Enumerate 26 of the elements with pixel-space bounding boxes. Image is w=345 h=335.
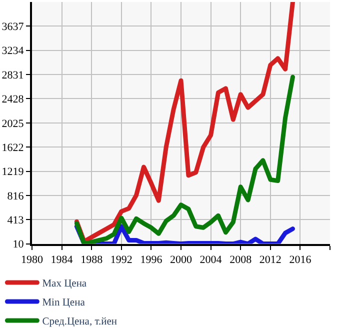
y-tick-label: 1219 — [2, 166, 24, 178]
line-series — [74, 224, 295, 244]
y-tick-label: 1622 — [2, 142, 24, 154]
x-tick-label: 1992 — [110, 254, 132, 266]
legend-label: Max Цена — [42, 278, 87, 290]
x-tick-label: 1984 — [50, 254, 74, 266]
y-tick-label: 2025 — [2, 118, 24, 130]
x-tick-label: 1980 — [21, 254, 44, 266]
x-tick-label: 1988 — [80, 254, 104, 266]
y-tick-label: 413 — [7, 214, 24, 226]
line-series — [74, 74, 295, 244]
line-series — [74, 2, 295, 244]
y-tick-label: 3637 — [2, 21, 24, 34]
x-tick-label: 2008 — [230, 254, 252, 266]
y-tick-label: 3234 — [2, 45, 24, 58]
x-tick-label: 2016 — [289, 254, 312, 266]
x-tick-label: 1996 — [140, 254, 163, 266]
x-tick-label: 2004 — [200, 254, 222, 266]
y-tick-label: 2831 — [2, 69, 24, 82]
x-tick-label: 2012 — [259, 254, 282, 266]
y-tick-label: 816 — [7, 190, 24, 202]
legend-label: Сред.Цена, т.йен — [42, 316, 118, 328]
legend-label: Min Цена — [42, 298, 86, 309]
y-tick-label: 10 — [12, 238, 24, 251]
y-tick-label: 2428 — [2, 94, 24, 106]
x-tick-label: 2000 — [170, 254, 192, 266]
